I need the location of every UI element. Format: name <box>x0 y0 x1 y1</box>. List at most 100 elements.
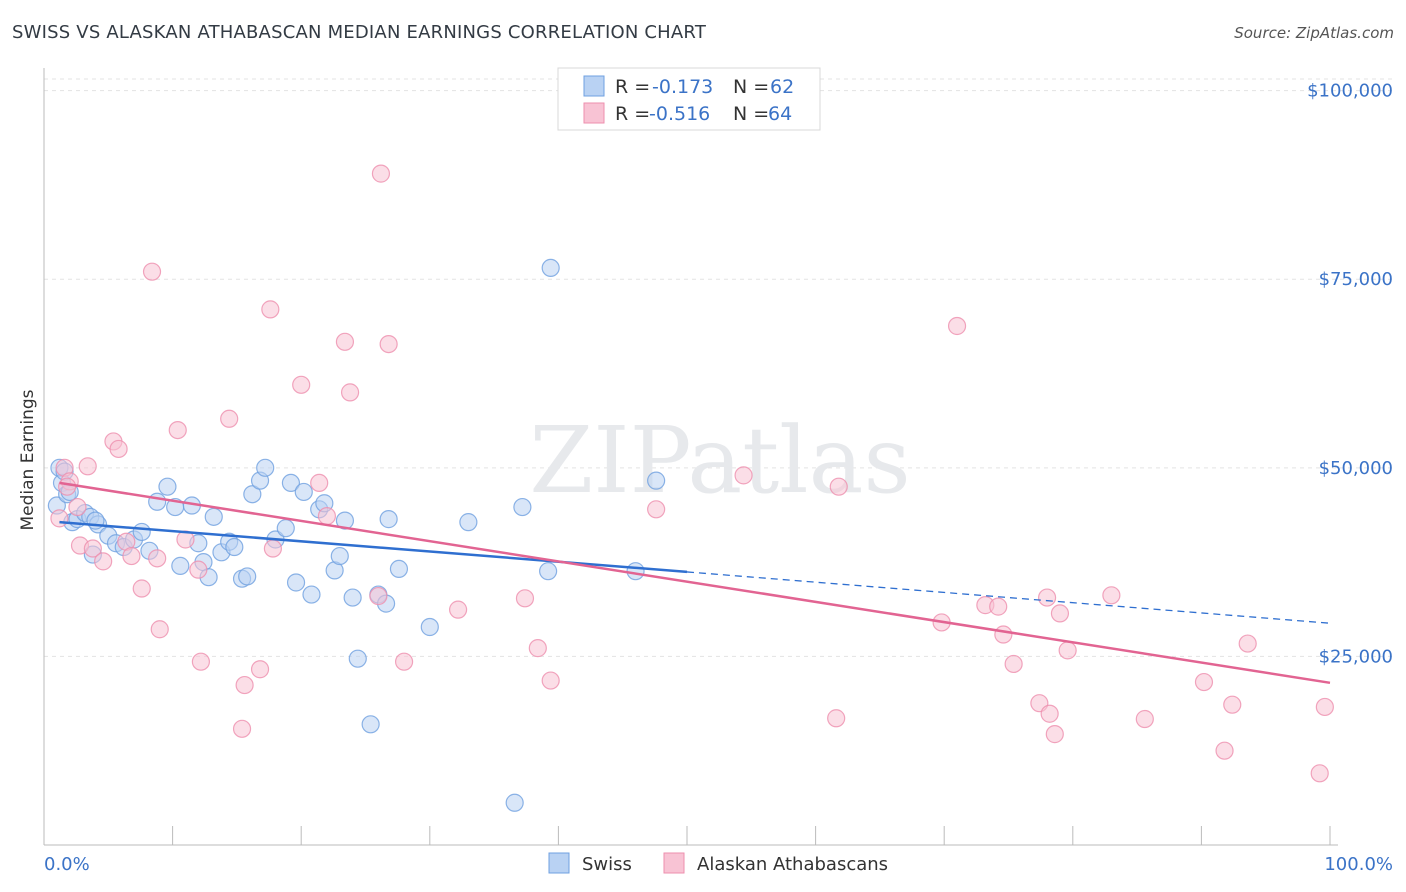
swiss-point <box>256 458 275 477</box>
legend-r-value: -0.516 <box>649 103 710 125</box>
legend-n-value: 64 <box>768 103 792 125</box>
alaskan-point <box>1223 695 1242 714</box>
alaskan-point <box>78 457 97 476</box>
legend-n-value: 62 <box>770 76 794 98</box>
source-label: Source: ZipAtlas.com <box>1234 24 1394 42</box>
bottom-legend-swatch-alaskan <box>663 852 685 874</box>
alaskan-point <box>220 409 239 428</box>
alaskan-point <box>947 316 967 336</box>
alaskan-point <box>1004 654 1023 674</box>
alaskan-point <box>515 589 535 608</box>
alaskan-point <box>448 600 468 619</box>
swiss-point <box>281 473 301 493</box>
x-tick-labels: 0.0% 100.0% <box>44 854 1393 875</box>
swiss-point <box>505 793 524 812</box>
bottom-legend-swatch-swiss <box>548 852 570 874</box>
alaskan-point <box>1050 604 1070 623</box>
alaskan-point <box>250 660 270 679</box>
legend-r-label: R = <box>615 76 650 98</box>
alaskan-trend-line <box>59 481 1331 685</box>
swiss-point <box>148 492 167 511</box>
alaskan-point <box>317 506 337 526</box>
swiss-point <box>348 649 367 668</box>
alaskan-point <box>83 539 102 558</box>
alaskan-point <box>1037 588 1057 607</box>
alaskan-point <box>827 709 846 728</box>
alaskan-point <box>1040 704 1059 723</box>
swiss-point <box>420 617 439 637</box>
alaskan-point <box>829 477 848 496</box>
alaskan-point <box>310 473 329 493</box>
legend-r-label: R = <box>615 103 650 125</box>
legend-n-label: N = <box>733 76 769 98</box>
y-tick-label: $75,000 <box>1319 269 1393 290</box>
swiss-point <box>513 497 532 517</box>
swiss-point <box>238 567 257 586</box>
swiss-point <box>302 585 321 604</box>
axes <box>43 68 1338 846</box>
swiss-point <box>361 715 380 734</box>
swiss-points <box>47 258 666 812</box>
alaskan-point <box>994 625 1013 644</box>
swiss-point <box>171 556 190 575</box>
swiss-point <box>330 546 349 566</box>
alaskan-point <box>647 500 666 519</box>
alaskan-point <box>734 466 753 485</box>
alaskan-point <box>1102 586 1121 605</box>
swiss-point <box>225 537 244 557</box>
swiss-point <box>158 477 177 496</box>
alaskan-point <box>371 164 391 183</box>
watermark: ZIPatlas <box>529 407 910 514</box>
alaskan-point <box>122 546 141 566</box>
alaskan-point <box>150 620 169 639</box>
alaskan-point <box>94 552 113 571</box>
x-tick-label: 0.0% <box>44 854 90 875</box>
swiss-point <box>626 562 645 581</box>
y-tick-label: $100,000 <box>1307 81 1393 102</box>
swiss-point <box>276 519 295 538</box>
alaskan-point <box>168 420 187 440</box>
legend: R = -0.173 N = 62 R = -0.516 N = 64 <box>557 67 821 131</box>
alaskan-point <box>1215 741 1234 760</box>
alaskan-point <box>232 719 252 738</box>
alaskan-point <box>1310 764 1329 783</box>
swiss-point <box>243 485 262 504</box>
bottom-legend: Swiss Alaskan Athabascans <box>548 852 888 875</box>
chart-title: SWISS VS ALASKAN ATHABASCAN MEDIAN EARNI… <box>12 22 707 43</box>
swiss-trend-line <box>59 520 688 574</box>
alaskan-point <box>394 652 414 671</box>
alaskan-point <box>340 383 360 402</box>
swiss-point <box>459 513 478 532</box>
y-tick-label: $25,000 <box>1319 646 1393 667</box>
swiss-point <box>541 258 560 278</box>
alaskan-point <box>541 671 560 690</box>
alaskan-point <box>58 477 77 496</box>
alaskan-point <box>989 597 1008 616</box>
legend-swatch-alaskan <box>583 102 605 124</box>
swiss-point <box>204 507 223 526</box>
swiss-point <box>294 482 313 502</box>
swiss-point <box>379 510 398 529</box>
y-tick-label: $50,000 <box>1319 458 1393 479</box>
alaskan-point <box>292 375 311 394</box>
swiss-point <box>343 588 362 607</box>
y-tick-labels: $25,000 $50,000 $75,000 $100,000 <box>1307 81 1393 668</box>
legend-r-value: -0.173 <box>652 76 713 98</box>
alaskan-point <box>1045 725 1064 744</box>
alaskan-point <box>369 586 388 606</box>
swiss-point <box>132 522 151 542</box>
alaskan-point <box>1194 672 1214 692</box>
alaskan-point <box>261 300 280 319</box>
bottom-legend-label-swiss: Swiss <box>582 854 632 875</box>
alaskan-point <box>109 439 128 459</box>
swiss-point <box>539 562 558 581</box>
swiss-point <box>647 471 666 490</box>
alaskan-point <box>50 509 69 528</box>
alaskan-point <box>528 639 547 658</box>
alaskan-point <box>379 334 398 354</box>
trend-lines <box>59 481 1331 685</box>
alaskan-point <box>335 332 355 351</box>
alaskan-point <box>132 579 151 598</box>
legend-swatch-swiss <box>583 75 605 97</box>
